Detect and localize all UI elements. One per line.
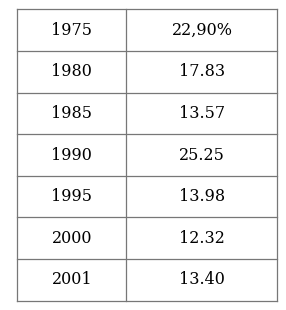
Text: 13.57: 13.57 bbox=[179, 105, 225, 122]
Text: 2001: 2001 bbox=[51, 271, 92, 288]
Text: 13.40: 13.40 bbox=[179, 271, 225, 288]
Text: 12.32: 12.32 bbox=[179, 230, 225, 247]
Text: 1995: 1995 bbox=[51, 188, 92, 205]
Text: 22,90%: 22,90% bbox=[171, 22, 233, 39]
Text: 13.98: 13.98 bbox=[179, 188, 225, 205]
Text: 17.83: 17.83 bbox=[179, 63, 225, 80]
Text: 1980: 1980 bbox=[51, 63, 92, 80]
Text: 1985: 1985 bbox=[51, 105, 92, 122]
Text: 25.25: 25.25 bbox=[179, 147, 225, 163]
Text: 1975: 1975 bbox=[51, 22, 92, 39]
Text: 1990: 1990 bbox=[51, 147, 92, 163]
Text: 2000: 2000 bbox=[51, 230, 92, 247]
